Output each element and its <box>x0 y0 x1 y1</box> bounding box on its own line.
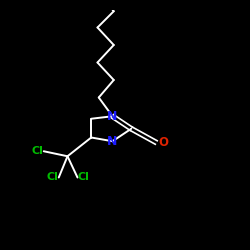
Text: N: N <box>107 110 118 123</box>
Text: Cl: Cl <box>46 172 58 182</box>
Text: N: N <box>107 135 118 148</box>
Text: O: O <box>159 136 169 149</box>
Text: Cl: Cl <box>32 146 44 156</box>
Text: Cl: Cl <box>78 172 90 182</box>
